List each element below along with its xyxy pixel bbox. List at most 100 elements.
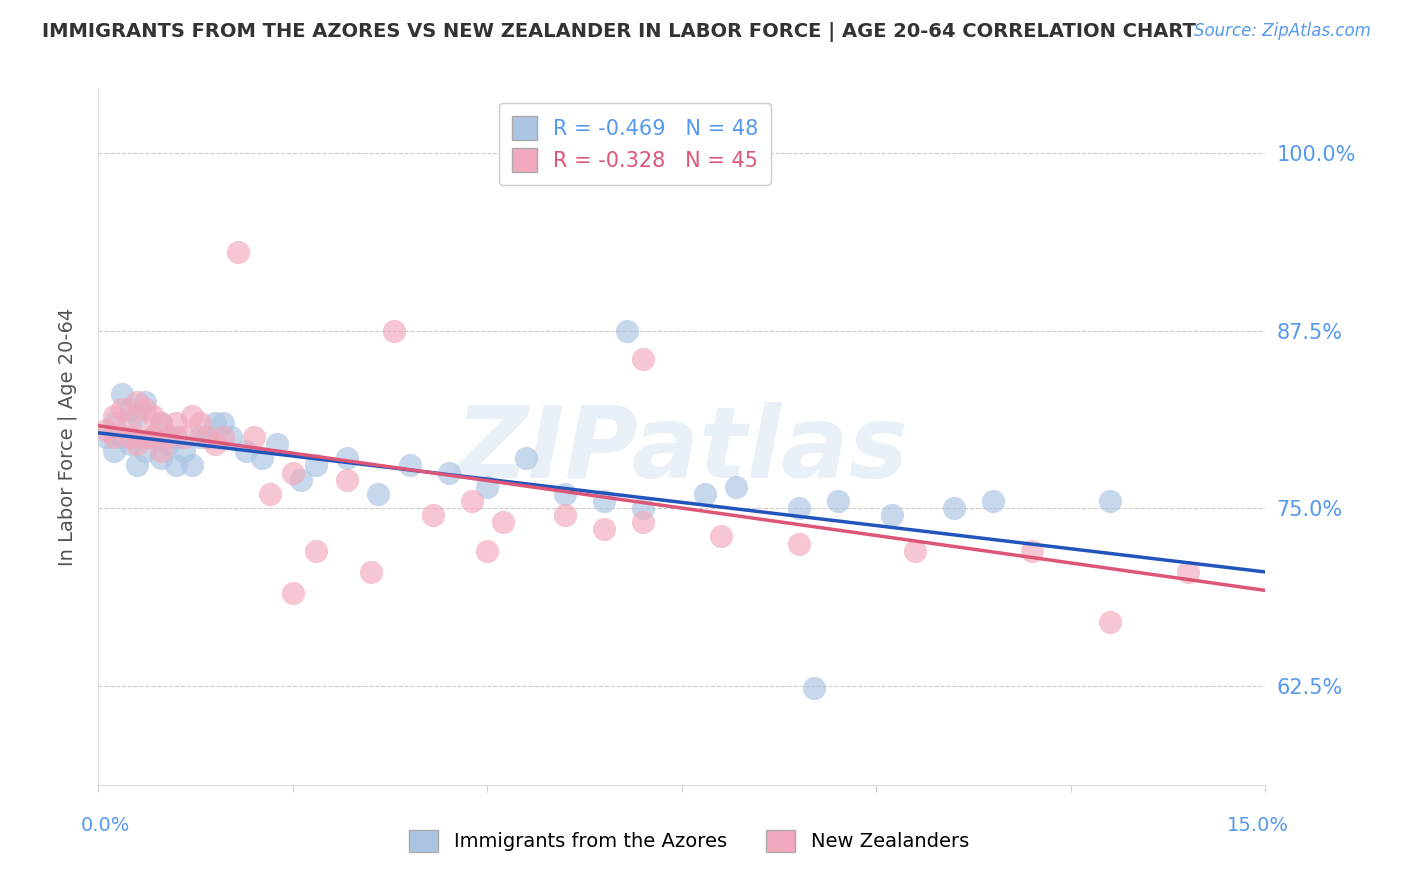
Point: [787, 501, 810, 516]
Point: [880, 508, 903, 523]
Point: [437, 466, 460, 480]
Point: [127, 394, 149, 409]
Point: [492, 516, 515, 530]
Point: [631, 501, 654, 516]
Point: [250, 451, 273, 466]
Point: [118, 430, 141, 444]
Point: [382, 324, 405, 338]
Point: [195, 430, 218, 444]
Point: [118, 401, 141, 416]
Point: [96, 430, 118, 444]
Point: [180, 458, 202, 473]
Point: [290, 473, 312, 487]
Point: [827, 494, 849, 508]
Point: [212, 416, 235, 430]
Point: [165, 430, 187, 444]
Y-axis label: In Labor Force | Age 20-64: In Labor Force | Age 20-64: [58, 308, 77, 566]
Point: [235, 444, 257, 458]
Legend: R = -0.469   N = 48, R = -0.328   N = 45: R = -0.469 N = 48, R = -0.328 N = 45: [499, 103, 770, 185]
Point: [228, 245, 250, 260]
Point: [422, 508, 444, 523]
Point: [142, 409, 165, 423]
Point: [266, 437, 288, 451]
Point: [710, 529, 733, 543]
Point: [134, 394, 156, 409]
Point: [695, 487, 717, 501]
Point: [149, 444, 172, 458]
Point: [149, 416, 172, 430]
Point: [173, 444, 195, 458]
Point: [173, 430, 195, 444]
Point: [943, 501, 966, 516]
Point: [103, 416, 125, 430]
Point: [787, 536, 810, 550]
Point: [96, 423, 118, 437]
Point: [195, 430, 218, 444]
Point: [165, 458, 187, 473]
Point: [336, 451, 359, 466]
Point: [134, 444, 156, 458]
Point: [367, 487, 389, 501]
Point: [188, 416, 211, 430]
Point: [180, 409, 202, 423]
Point: [103, 444, 125, 458]
Point: [204, 416, 226, 430]
Point: [1021, 543, 1043, 558]
Text: IMMIGRANTS FROM THE AZORES VS NEW ZEALANDER IN LABOR FORCE | AGE 20-64 CORRELATI: IMMIGRANTS FROM THE AZORES VS NEW ZEALAN…: [42, 22, 1197, 42]
Point: [111, 401, 134, 416]
Point: [204, 437, 226, 451]
Point: [219, 430, 242, 444]
Point: [281, 466, 304, 480]
Text: 0.0%: 0.0%: [80, 815, 131, 835]
Point: [336, 473, 359, 487]
Point: [1177, 565, 1199, 579]
Point: [212, 430, 235, 444]
Point: [725, 480, 748, 494]
Point: [554, 508, 576, 523]
Point: [142, 430, 165, 444]
Text: ZIPatlas: ZIPatlas: [456, 402, 908, 500]
Point: [259, 487, 281, 501]
Point: [127, 409, 149, 423]
Point: [515, 451, 537, 466]
Point: [616, 324, 638, 338]
Point: [165, 416, 187, 430]
Point: [127, 437, 149, 451]
Point: [281, 586, 304, 600]
Point: [111, 387, 134, 401]
Point: [554, 487, 576, 501]
Point: [103, 409, 125, 423]
Point: [118, 416, 141, 430]
Point: [981, 494, 1004, 508]
Point: [803, 681, 825, 696]
Point: [142, 430, 165, 444]
Point: [477, 480, 499, 494]
Point: [305, 543, 328, 558]
Legend: Immigrants from the Azores, New Zealanders: Immigrants from the Azores, New Zealande…: [401, 822, 977, 860]
Point: [461, 494, 484, 508]
Point: [477, 543, 499, 558]
Point: [157, 430, 180, 444]
Point: [127, 458, 149, 473]
Point: [134, 401, 156, 416]
Point: [149, 451, 172, 466]
Point: [243, 430, 266, 444]
Point: [118, 437, 141, 451]
Point: [593, 494, 616, 508]
Point: [157, 437, 180, 451]
Point: [103, 430, 125, 444]
Point: [631, 351, 654, 366]
Point: [1098, 615, 1121, 629]
Point: [360, 565, 382, 579]
Point: [904, 543, 927, 558]
Point: [593, 522, 616, 536]
Point: [305, 458, 328, 473]
Point: [631, 516, 654, 530]
Point: [1098, 494, 1121, 508]
Text: 15.0%: 15.0%: [1227, 815, 1289, 835]
Point: [111, 430, 134, 444]
Point: [149, 416, 172, 430]
Point: [188, 430, 211, 444]
Point: [398, 458, 420, 473]
Point: [134, 430, 156, 444]
